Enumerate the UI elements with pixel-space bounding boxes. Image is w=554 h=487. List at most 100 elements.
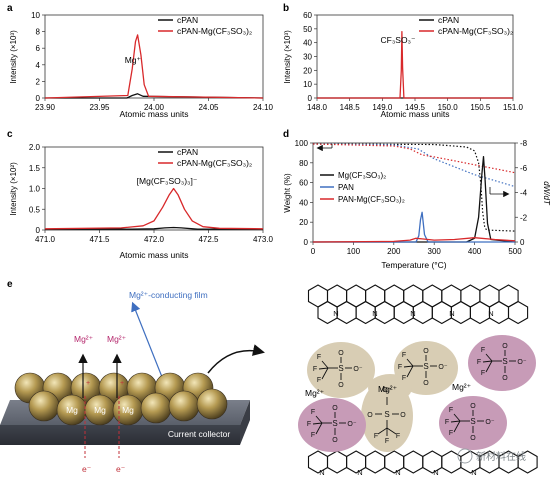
annotation-triflate: CF₃SO₃⁻	[380, 35, 416, 45]
atom-label: S	[338, 364, 343, 373]
nitrogen-label: N	[357, 468, 362, 477]
atom-label: O	[367, 412, 373, 419]
panel-e: e Current collector Mg²⁺-conducting film…	[0, 279, 538, 477]
ytick-label-b-2: 20	[303, 66, 312, 75]
xlabel-b: Atomic mass units	[381, 109, 450, 119]
atom-label: F	[317, 354, 321, 361]
atom-label: O⁻	[438, 364, 447, 371]
legend-b-label-cpan-mg: cPAN-Mg(CF₃SO₃)₂	[438, 26, 513, 36]
xtick-label-a-4: 24.10	[253, 103, 274, 112]
ring-chain-ring	[403, 450, 424, 474]
atom-label: F	[396, 433, 400, 440]
xtick-label-b-3: 149.5	[405, 103, 426, 112]
atom-label: S	[502, 357, 507, 366]
plus-mark-left: +	[86, 380, 90, 387]
bond	[318, 367, 329, 370]
panel-b: b 148.0 148.5 149.0 149.5 150.0 150.5 151.0 0 10…	[283, 3, 524, 119]
bond	[482, 360, 493, 363]
series-c-1	[44, 187, 264, 230]
electron-label-right: e⁻	[116, 464, 126, 474]
bond	[386, 427, 397, 435]
legend-a-label-cpan-mg: cPAN-Mg(CF₃SO₃)₂	[177, 26, 252, 36]
bond	[315, 422, 323, 435]
atom-label: O	[332, 437, 338, 444]
atom-label: F	[481, 370, 485, 377]
xlabel-d: Temperature (°C)	[381, 260, 446, 270]
series-d-3	[313, 155, 516, 243]
atom-label: F	[402, 375, 406, 382]
current-collector-side	[240, 400, 250, 445]
lines-c	[44, 187, 264, 230]
zoom-arrow	[207, 344, 265, 374]
xtick-label-d-2: 200	[387, 247, 401, 256]
panel-letter-a: a	[7, 3, 13, 14]
ring-chain-ring	[517, 450, 538, 474]
legend-b: cPAN cPAN-Mg(CF₃SO₃)₂	[419, 15, 513, 36]
xtick-label-d-5: 500	[508, 247, 522, 256]
xtick-label-a-1: 23.95	[89, 103, 110, 112]
atom-label: O	[400, 412, 406, 419]
atom-label: O⁻	[382, 387, 391, 394]
mg-particles: Mg Mg Mg	[14, 372, 228, 426]
atom-label: F	[311, 432, 315, 439]
free-triflate-blob-right	[468, 335, 536, 391]
ytick-label-a-5: 10	[31, 11, 40, 20]
nitrogen-label: N	[333, 309, 338, 318]
nitrogen-label: N	[410, 309, 415, 318]
panel-c: c 471.0 471.5 472.0 472.5 473.0 0 0.5 1.0 1.5 2.0…	[7, 129, 274, 260]
xtick-label-a-0: 23.90	[35, 103, 56, 112]
xlabel-c: Atomic mass units	[120, 250, 189, 260]
series-a-1	[44, 34, 264, 99]
atom-label: O	[423, 380, 429, 387]
film-label: Mg²⁺-conducting film	[129, 290, 208, 300]
series-d-0	[312, 143, 516, 232]
bond	[321, 367, 329, 380]
xtick-label-d-0: 0	[311, 247, 316, 256]
ylabel-c: Intensity (×10²)	[9, 162, 18, 216]
ring-chain-ring	[384, 450, 405, 474]
electron-label-left: e⁻	[82, 464, 92, 474]
watermark-icon	[457, 448, 473, 464]
xtick-label-c-0: 471.0	[35, 235, 56, 244]
panel-d: d 0 100 200 300 400 5000204060801000-2-4-6-8 …	[283, 129, 551, 270]
ytick-label-d-4: 80	[299, 159, 308, 168]
series-d-4	[313, 211, 515, 243]
xtick-label-d-1: 100	[347, 247, 361, 256]
ytick-label-c-2: 1.0	[29, 185, 41, 194]
legend-d-label-pan-mg: PAN-Mg(CF₃SO₃)₂	[338, 195, 405, 204]
mg-particle-label: Mg	[94, 405, 106, 415]
axes-b: 148.0 148.5 149.0 149.5 150.0 150.5 151.0 0 10 20…	[303, 11, 523, 112]
xtick-label-b-2: 149.0	[372, 103, 393, 112]
atom-label: S	[332, 419, 337, 428]
ytick-label-c-0: 0	[36, 226, 41, 235]
ring-chain-ring	[326, 450, 348, 474]
mg-right-label: Mg²⁺	[452, 382, 472, 392]
xtick-label-d-3: 300	[428, 247, 442, 256]
film-pointer-arrow	[131, 301, 165, 383]
xtick-label-b-4: 150.0	[438, 103, 459, 112]
y2tick-label-d-1: -2	[520, 213, 528, 222]
ytick-label-d-0: 0	[304, 238, 309, 247]
ytick-label-d-2: 40	[299, 198, 308, 207]
nitrogen-label: N	[319, 468, 324, 477]
atom-label: O	[332, 405, 338, 412]
annotation-mg-complex: [Mg(CF₃SO₃)₃]⁻	[137, 176, 198, 186]
atom-label: F	[374, 433, 378, 440]
mg-particle	[168, 390, 200, 422]
xtick-label-a-3: 24.05	[198, 103, 219, 112]
ytick-label-a-1: 2	[36, 77, 41, 86]
atom-label: F	[445, 419, 449, 426]
legend-a: cPAN cPAN-Mg(CF₃SO₃)₂	[158, 15, 252, 36]
bond	[315, 415, 323, 424]
panel-letter-d: d	[283, 129, 289, 140]
xlabel-a: Atomic mass units	[120, 109, 189, 119]
mg-particle	[28, 390, 60, 422]
ion-label-right: Mg²⁺	[107, 334, 127, 344]
legend-c: cPAN cPAN-Mg(CF₃SO₃)₂	[158, 147, 252, 168]
bond	[485, 360, 493, 373]
atom-label: O	[338, 382, 344, 389]
atom-label: O⁻	[517, 359, 526, 366]
legend-d-label-mg-salt: Mg(CF₃SO₃)₂	[338, 171, 386, 180]
